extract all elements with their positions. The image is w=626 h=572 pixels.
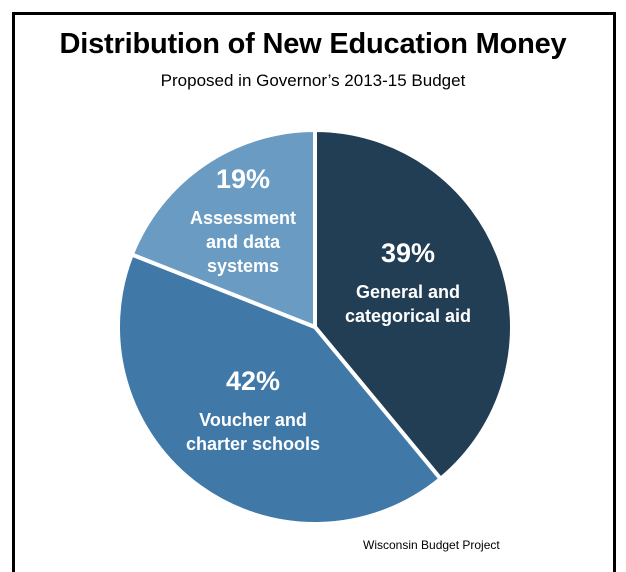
slice-percent-label: 42% — [226, 366, 280, 396]
slice-category-label: Voucher and — [199, 410, 307, 430]
slice-category-label: categorical aid — [345, 306, 471, 326]
chart-subtitle: Proposed in Governor’s 2013-15 Budget — [160, 71, 466, 90]
slice-percent-label: 19% — [216, 164, 270, 194]
pie-slice — [116, 252, 443, 526]
pie-slice — [129, 128, 317, 329]
slice-category-label: General and — [356, 282, 460, 302]
slice-category-label: and data — [206, 232, 281, 252]
slice-percent-label: 39% — [381, 238, 435, 268]
pie-slice — [313, 128, 514, 481]
chart-title: Distribution of New Education Money — [59, 28, 567, 60]
slice-category-label: charter schools — [186, 434, 320, 454]
slice-category-label: systems — [207, 256, 279, 276]
slice-category-label: Assessment — [190, 208, 296, 228]
source-note: Wisconsin Budget Project — [363, 538, 500, 552]
